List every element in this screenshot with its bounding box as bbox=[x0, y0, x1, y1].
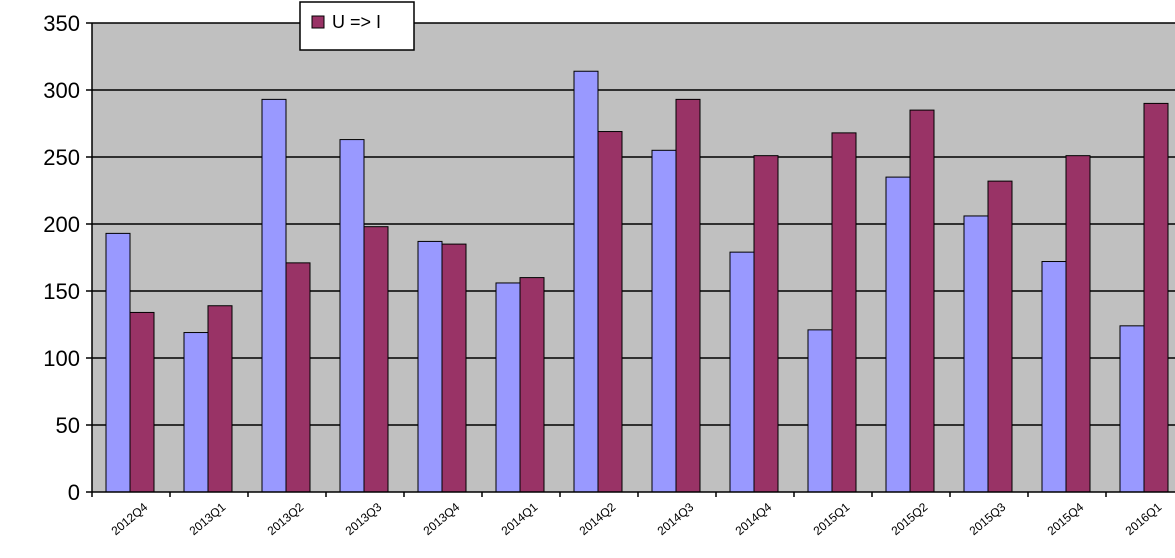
bar-series2-2014Q4 bbox=[753, 155, 779, 493]
legend-swatch bbox=[311, 15, 325, 29]
bar-series2-2012Q4 bbox=[129, 311, 155, 493]
bar-series1-2015Q4 bbox=[1041, 261, 1067, 493]
y-tick-label: 150 bbox=[43, 279, 80, 304]
bar-series1-2012Q4 bbox=[105, 232, 131, 493]
x-tick-label: 2015Q4 bbox=[1045, 500, 1087, 538]
bar-series1-2016Q1 bbox=[1119, 325, 1145, 493]
x-tick-label: 2014Q3 bbox=[655, 500, 697, 538]
x-tick-label: 2013Q2 bbox=[265, 500, 307, 538]
bar-series1-2015Q2 bbox=[885, 176, 911, 493]
y-tick-label: 350 bbox=[43, 11, 80, 36]
y-tick-label: 200 bbox=[43, 212, 80, 237]
bar-series1-2013Q3 bbox=[339, 139, 365, 493]
bar-series2-2013Q3 bbox=[363, 226, 389, 493]
bar-series2-2015Q2 bbox=[909, 109, 935, 493]
x-tick-label: 2013Q1 bbox=[187, 500, 229, 538]
x-tick-label: 2015Q1 bbox=[811, 500, 853, 538]
y-tick-label: 250 bbox=[43, 145, 80, 170]
x-tick-label: 2016Q1 bbox=[1123, 500, 1165, 538]
y-tick-labels: 0 50 100 150 200 250 300 350 bbox=[43, 11, 80, 505]
x-tick-label: 2015Q3 bbox=[967, 500, 1009, 538]
bar-series1-2014Q1 bbox=[495, 282, 521, 493]
bar-series1-2015Q3 bbox=[963, 215, 989, 493]
bar-series2-2015Q1 bbox=[831, 132, 857, 493]
y-tick-label: 0 bbox=[68, 480, 80, 505]
bar-series2-2015Q4 bbox=[1065, 155, 1091, 493]
bar-series2-2013Q1 bbox=[207, 305, 233, 493]
x-tick-label: 2012Q4 bbox=[109, 500, 151, 538]
x-tick-label: 2014Q1 bbox=[499, 500, 541, 538]
y-tick-label: 300 bbox=[43, 78, 80, 103]
bar-series1-2013Q1 bbox=[183, 332, 209, 493]
plot-area bbox=[92, 23, 1175, 492]
bar-series1-2015Q1 bbox=[807, 329, 833, 493]
x-tick-labels: 2012Q4 2013Q1 2013Q2 2013Q3 2013Q4 2014Q1 2014… bbox=[109, 500, 1165, 538]
bar-series2-2013Q2 bbox=[285, 262, 311, 493]
bar-series1-2013Q4 bbox=[417, 240, 443, 493]
x-tick-label: 2014Q4 bbox=[733, 500, 775, 538]
bar-series2-2014Q2 bbox=[597, 131, 623, 493]
axes bbox=[86, 22, 1175, 497]
y-tick-label: 100 bbox=[43, 346, 80, 371]
legend: U => I bbox=[299, 1, 415, 51]
x-tick-label: 2013Q3 bbox=[343, 500, 385, 538]
x-tick-label: 2015Q2 bbox=[889, 500, 931, 538]
bar-series2-2015Q3 bbox=[987, 180, 1013, 493]
legend-label: U => I bbox=[332, 12, 381, 32]
bar-series1-2014Q3 bbox=[651, 149, 677, 493]
y-tick-label: 50 bbox=[56, 413, 80, 438]
x-tick-label: 2014Q2 bbox=[577, 500, 619, 538]
bar-series2-2014Q1 bbox=[519, 277, 545, 493]
bars bbox=[105, 70, 1169, 493]
bar-series2-2014Q3 bbox=[675, 98, 701, 493]
bar-series2-2013Q4 bbox=[441, 243, 467, 493]
x-tick-label: 2013Q4 bbox=[421, 500, 463, 538]
bar-series2-2016Q1 bbox=[1143, 102, 1169, 493]
bar-series1-2013Q2 bbox=[261, 98, 287, 493]
bar-series1-2014Q2 bbox=[573, 70, 599, 493]
bar-series1-2014Q4 bbox=[729, 251, 755, 493]
